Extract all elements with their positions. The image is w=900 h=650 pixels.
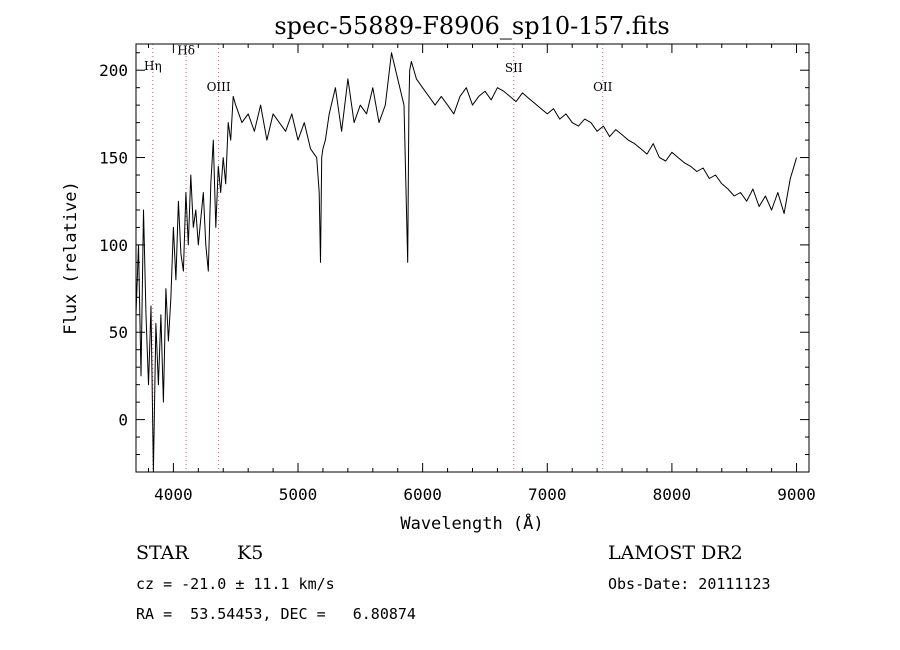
obs-date-text: Obs-Date: 20111123 [608,575,771,593]
y-tick-label: 100 [99,236,128,255]
y-tick-label: 150 [99,149,128,168]
object-class: STAR [136,542,189,564]
x-tick-label: 5000 [279,485,318,504]
spectral-line-label: Hη [144,59,162,73]
spectral-line-markers: Hη Hδ OIII SII OII [144,43,613,472]
survey-label: LAMOST DR2 [608,542,743,564]
x-tick-label: 7000 [528,485,567,504]
object-subclass: K5 [237,542,263,564]
coordinates-text: RA = 53.54453, DEC = 6.80874 [136,605,416,623]
redshift-text: cz = -21.0 ± 11.1 km/s [136,575,335,593]
y-axis-label: Flux (relative) [61,181,81,335]
spectrum-series [135,52,797,473]
spectral-line-label: OIII [207,80,231,94]
spectrum-line [135,52,797,473]
x-tick-label: 6000 [403,485,442,504]
y-tick-label: 200 [99,61,128,80]
x-tick-label: 4000 [154,485,193,504]
x-tick-label: 8000 [653,485,692,504]
y-tick-label: 0 [118,411,128,430]
spectral-line-label: Hδ [177,43,195,57]
axes: 4000 5000 6000 7000 8000 9000 0 50 100 150 200 [99,44,816,504]
x-tick-label: 9000 [777,485,816,504]
x-axis-label: Wavelength (Å) [400,512,543,534]
chart-title: spec-55889-F8906_sp10-157.fits [274,12,669,40]
y-tick-label: 50 [109,323,128,342]
spectral-line-label: OII [593,80,613,94]
spectral-line-label: SII [505,61,523,75]
